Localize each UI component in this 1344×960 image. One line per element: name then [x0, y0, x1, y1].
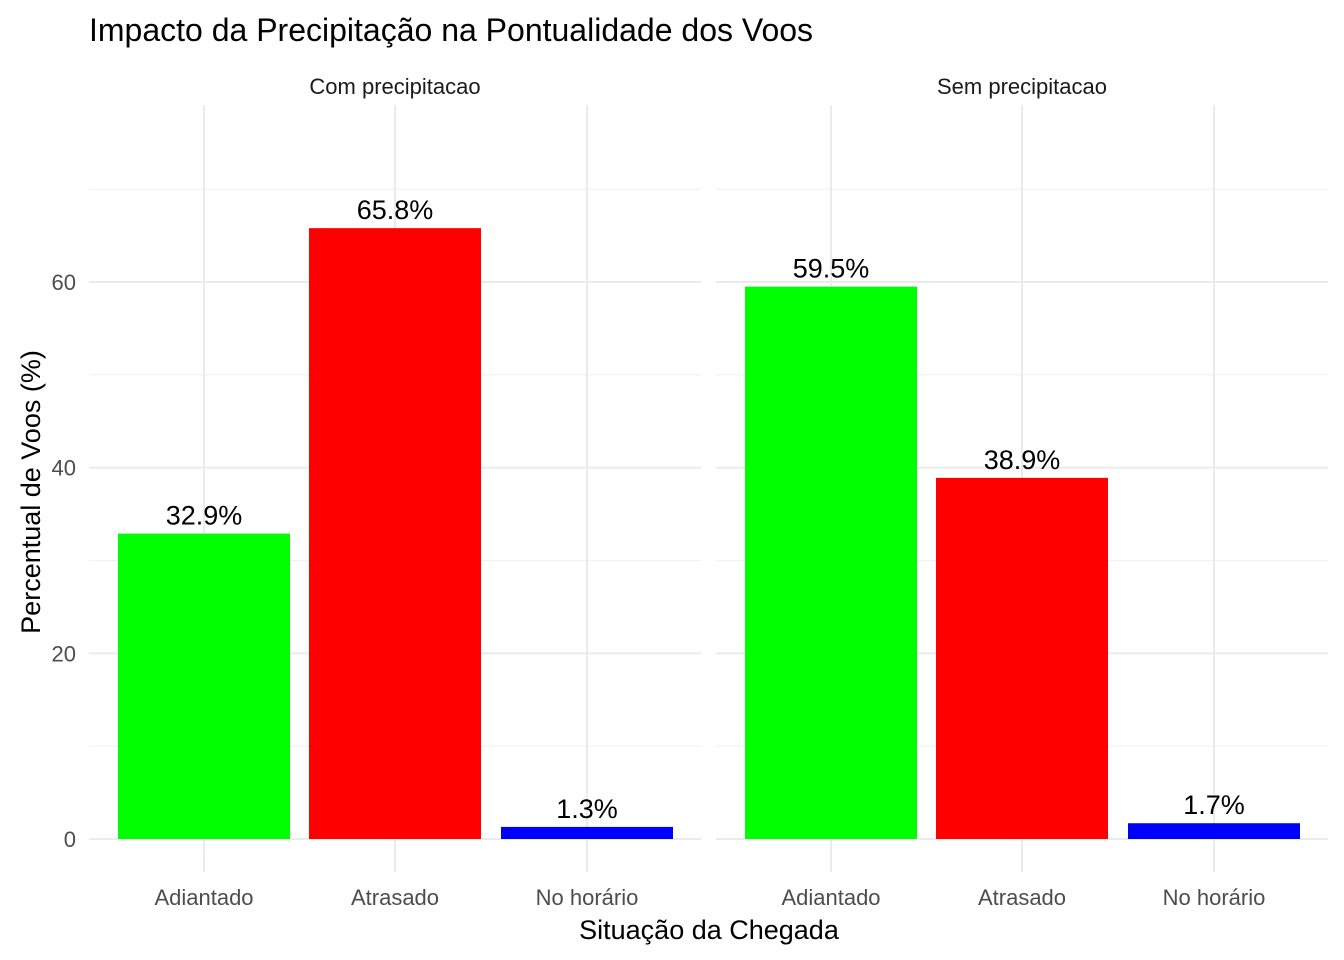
x-tick-label: Atrasado: [351, 885, 439, 910]
bar-value-label: 65.8%: [357, 195, 434, 225]
y-tick-label: 0: [64, 827, 76, 852]
panel-com-precipitacao: Com precipitacao 32.9% 65.8% 1.3% Adiantad…: [89, 74, 701, 910]
bar-value-label: 59.5%: [793, 254, 870, 284]
bar-value-label: 1.3%: [556, 794, 618, 824]
strip-label-sem-precipitacao: Sem precipitacao: [937, 74, 1107, 99]
bar-adiantado: [745, 286, 917, 839]
bar-value-label: 1.7%: [1183, 790, 1245, 820]
x-tick-label: No horário: [1163, 885, 1266, 910]
chart-title: Impacto da Precipitação na Pontualidade …: [89, 12, 813, 48]
x-tick-label: No horário: [536, 885, 639, 910]
panel-sem-precipitacao: Sem precipitacao 59.5% 38.9% 1.7% Adiantad…: [716, 74, 1328, 910]
bar-value-label: 38.9%: [984, 445, 1061, 475]
bar-atrasado: [309, 228, 481, 839]
bar-adiantado: [118, 533, 290, 839]
strip-label-com-precipitacao: Com precipitacao: [309, 74, 480, 99]
x-tick-label: Adiantado: [781, 885, 880, 910]
x-tick-label: Atrasado: [978, 885, 1066, 910]
bar-atrasado: [936, 477, 1108, 839]
y-axis-ticks: 0 20 40 60: [52, 270, 76, 852]
y-tick-label: 40: [52, 456, 76, 481]
x-axis-title: Situação da Chegada: [579, 915, 840, 945]
x-tick-label: Adiantado: [154, 885, 253, 910]
y-tick-label: 20: [52, 641, 76, 666]
bar-no-horario: [501, 826, 673, 839]
bar-no-horario: [1128, 823, 1300, 839]
y-axis-title: Percentual de Voos (%): [16, 350, 46, 634]
bar-value-label: 32.9%: [166, 501, 243, 531]
y-tick-label: 60: [52, 270, 76, 295]
